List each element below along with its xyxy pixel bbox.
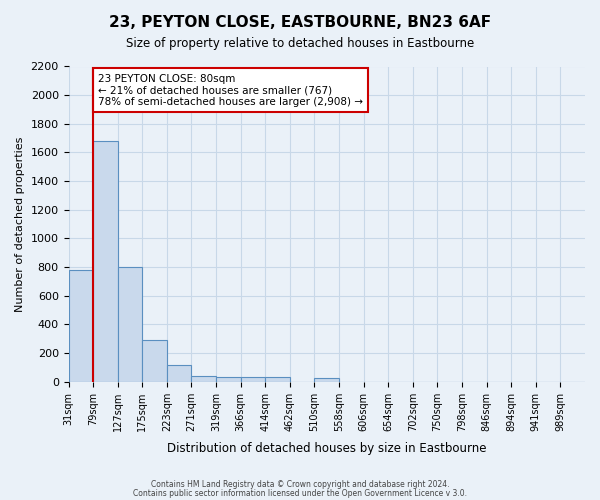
Text: Contains public sector information licensed under the Open Government Licence v : Contains public sector information licen… [133,488,467,498]
Bar [191,376,216,382]
Bar [167,366,191,382]
Bar [142,340,167,382]
Bar [216,377,241,382]
Bar [118,267,142,382]
Bar [314,378,339,382]
Text: 23 PEYTON CLOSE: 80sqm
← 21% of detached houses are smaller (767)
78% of semi-de: 23 PEYTON CLOSE: 80sqm ← 21% of detached… [98,74,363,107]
X-axis label: Distribution of detached houses by size in Eastbourne: Distribution of detached houses by size … [167,442,487,455]
Bar [68,270,93,382]
Text: Size of property relative to detached houses in Eastbourne: Size of property relative to detached ho… [126,38,474,51]
Bar [93,141,118,382]
Text: Contains HM Land Registry data © Crown copyright and database right 2024.: Contains HM Land Registry data © Crown c… [151,480,449,489]
Text: 23, PEYTON CLOSE, EASTBOURNE, BN23 6AF: 23, PEYTON CLOSE, EASTBOURNE, BN23 6AF [109,15,491,30]
Bar [241,378,265,382]
Bar [265,378,290,382]
Y-axis label: Number of detached properties: Number of detached properties [15,136,25,312]
